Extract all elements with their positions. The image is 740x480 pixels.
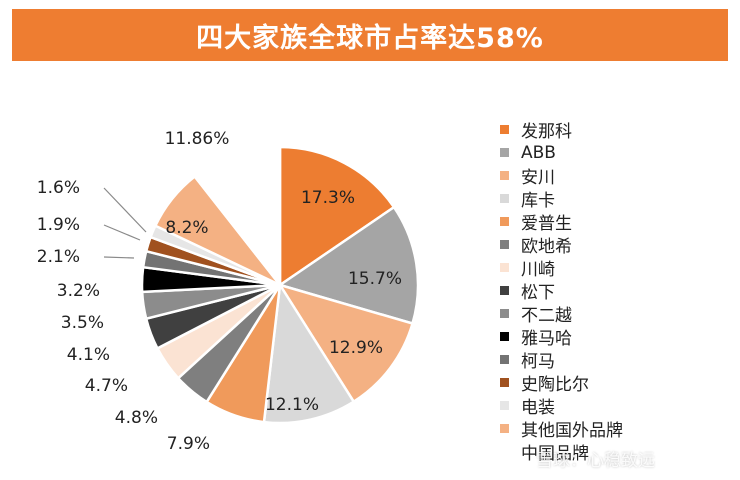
data-label-4: 12.1%: [265, 395, 319, 415]
legend-item-9: 不二越: [500, 302, 740, 326]
legend-label-1: 发那科: [521, 122, 572, 142]
data-label-5: 7.9%: [167, 434, 210, 454]
legend-swatch-15: [500, 447, 509, 456]
data-label-13: 1.6%: [37, 178, 80, 198]
pie-slice-4: [262, 281, 356, 425]
data-label-14: 8.2%: [165, 218, 208, 238]
legend-swatch-13: [500, 401, 509, 410]
data-label-7: 4.7%: [85, 376, 128, 396]
legend-swatch-7: [500, 263, 509, 272]
legend-item-5: 爱普生: [500, 210, 740, 234]
legend-item-3: 安川: [500, 164, 740, 188]
legend-item-15: 中国品牌: [500, 440, 740, 464]
data-label-12: 1.9%: [37, 215, 80, 235]
legend-item-6: 欧地希: [500, 233, 740, 257]
legend-swatch-4: [500, 194, 509, 203]
data-label-10: 3.2%: [57, 281, 100, 301]
legend-item-8: 松下: [500, 279, 740, 303]
chart-title: 四大家族全球市占率达58%: [196, 22, 544, 54]
pie-slice-1: [278, 145, 396, 288]
leader-line-12: [103, 224, 141, 241]
pie-slice-15: [192, 145, 282, 289]
data-label-9: 3.5%: [61, 313, 104, 333]
data-label-2: 15.7%: [348, 269, 402, 289]
pie-slice-3: [277, 282, 415, 404]
legend-swatch-3: [500, 171, 509, 180]
title-banner: 四大家族全球市占率达58%: [12, 9, 728, 61]
data-label-8: 4.1%: [67, 345, 110, 365]
legend-swatch-2: [500, 148, 509, 157]
legend-label-6: 欧地希: [521, 237, 572, 257]
legend-swatch-12: [500, 378, 509, 387]
legend-swatch-10: [500, 332, 509, 341]
data-label-3: 12.9%: [329, 338, 383, 358]
legend-item-14: 其他国外品牌: [500, 417, 740, 441]
legend-label-13: 电装: [521, 398, 555, 418]
legend-item-7: 川崎: [500, 256, 740, 280]
legend-label-15: 中国品牌: [521, 444, 589, 464]
watermark: 雪球：心稳致远: [536, 451, 655, 471]
legend-item-13: 电装: [500, 394, 740, 418]
legend-label-3: 安川: [521, 168, 555, 188]
leader-line-11: [103, 256, 135, 259]
legend-label-11: 柯马: [521, 352, 555, 372]
legend-label-14: 其他国外品牌: [521, 421, 623, 441]
data-label-6: 4.8%: [115, 408, 158, 428]
legend-item-11: 柯马: [500, 348, 740, 372]
legend-label-5: 爱普生: [521, 214, 572, 234]
legend-item-2: ABB: [500, 141, 740, 164]
legend-swatch-14: [500, 424, 509, 433]
legend-swatch-9: [500, 309, 509, 318]
legend-label-2: ABB: [521, 142, 556, 163]
leader-line-13: [103, 187, 147, 233]
legend-swatch-6: [500, 240, 509, 249]
legend-item-1: 发那科: [500, 118, 740, 142]
legend: 发那科 ABB 安川库卡爱普生欧地希川崎松下不二越雅马哈柯马史陶比尔电装其他国外品牌…: [500, 118, 740, 464]
legend-label-9: 不二越: [521, 306, 572, 326]
legend-label-4: 库卡: [521, 191, 555, 211]
legend-swatch-8: [500, 286, 509, 295]
legend-item-4: 库卡: [500, 187, 740, 211]
legend-swatch-1: [500, 125, 509, 134]
legend-item-10: 雅马哈: [500, 325, 740, 349]
legend-label-10: 雅马哈: [521, 329, 572, 349]
data-label-15: 11.86%: [165, 129, 230, 149]
legend-swatch-5: [500, 217, 509, 226]
legend-item-12: 史陶比尔: [500, 371, 740, 395]
data-label-1: 17.3%: [301, 188, 355, 208]
legend-label-8: 松下: [521, 283, 555, 303]
legend-label-7: 川崎: [521, 260, 555, 280]
legend-swatch-11: [500, 355, 509, 364]
data-label-11: 2.1%: [37, 247, 80, 267]
legend-label-12: 史陶比尔: [521, 375, 589, 395]
